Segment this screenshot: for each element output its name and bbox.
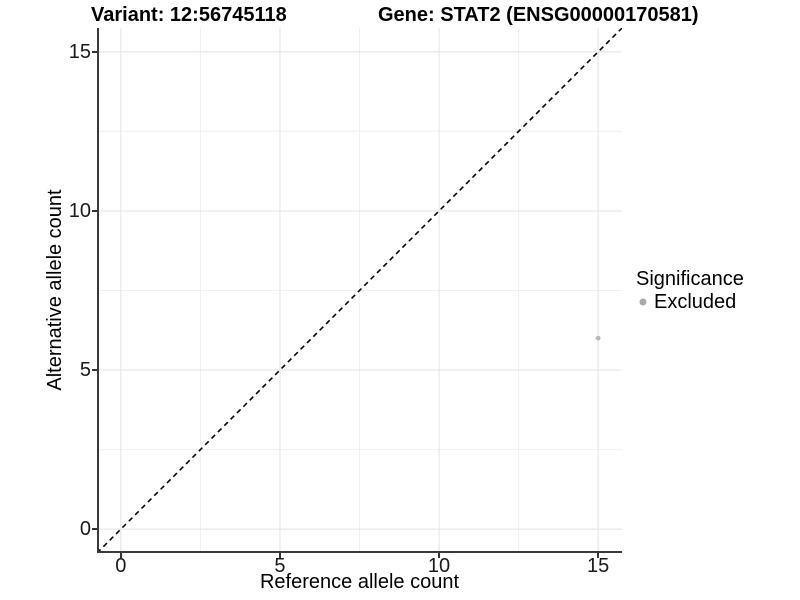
x-tick-label: 15 xyxy=(587,555,610,577)
y-tick-label: 0 xyxy=(79,518,91,541)
y-axis-tick-mark xyxy=(92,50,97,53)
legend-point-icon xyxy=(636,295,650,309)
x-tick-label: 10 xyxy=(427,555,451,577)
legend-item-excluded: Excluded xyxy=(636,292,744,312)
plot-title-variant: Variant: 12:56745118 xyxy=(91,4,287,26)
plot-title-gene: Gene: STAT2 (ENSG00000170581) xyxy=(378,4,699,26)
legend-item-label: Excluded xyxy=(654,291,737,313)
y-axis-title: Alternative allele count xyxy=(44,189,66,391)
x-axis-tick-mark xyxy=(597,553,600,558)
y-tick-label: 15 xyxy=(68,40,91,63)
y-axis-tick-mark xyxy=(92,369,97,372)
legend-key-dot xyxy=(639,298,647,306)
x-axis-title: Reference allele count xyxy=(259,571,459,593)
data-point-excluded xyxy=(595,335,601,341)
x-tick-label: 5 xyxy=(274,555,286,577)
plot-panel xyxy=(97,28,622,553)
y-tick-label: 5 xyxy=(79,359,91,382)
legend-title: Significance xyxy=(636,268,744,290)
legend: Significance Excluded xyxy=(636,267,744,312)
x-tick-label: 0 xyxy=(115,555,127,577)
x-axis-tick-mark xyxy=(119,553,122,558)
y-tick-label: 10 xyxy=(68,199,91,222)
identity-dashed-line xyxy=(97,28,622,553)
x-axis-tick-mark xyxy=(278,553,281,558)
y-axis-tick-mark xyxy=(92,528,97,531)
x-axis-tick-mark xyxy=(438,553,441,558)
y-axis-tick-mark xyxy=(92,209,97,212)
